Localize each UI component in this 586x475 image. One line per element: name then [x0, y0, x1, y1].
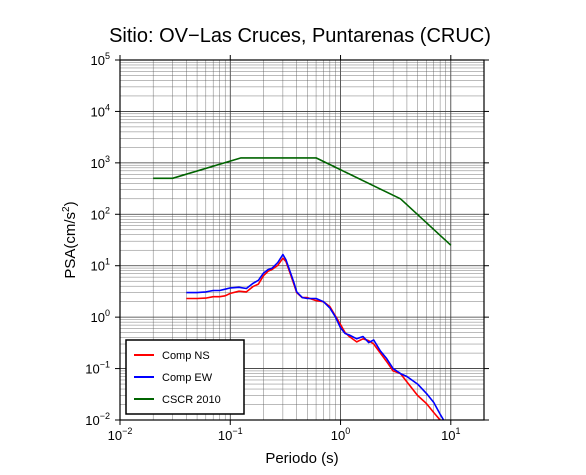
- y-axis-label-main: PSA(cm/s: [62, 212, 79, 279]
- legend: Comp NS Comp EW CSCR 2010: [125, 339, 245, 415]
- y-tick-label-exp: 1: [105, 257, 110, 267]
- series-line-comp-ew: [186, 253, 445, 420]
- y-tick-label: 10−2: [85, 411, 110, 428]
- y-axis-label-close: ): [62, 201, 79, 206]
- y-axis-label: PSA(cm/s2): [61, 201, 79, 278]
- y-tick-label: 101: [91, 257, 110, 274]
- y-tick-label-base: 10: [85, 362, 99, 377]
- y-tick-label-exp: 4: [105, 102, 110, 112]
- x-tick-label: 100: [331, 426, 350, 443]
- x-tick-label-base: 10: [441, 428, 455, 443]
- y-tick-label: 102: [91, 205, 110, 222]
- y-tick-label-base: 10: [91, 310, 105, 325]
- y-tick-label-exp: −1: [100, 360, 110, 370]
- series-line-cscr-2010: [153, 157, 452, 246]
- y-tick-label-exp: 2: [105, 205, 110, 215]
- legend-label-comp-ew: Comp EW: [162, 372, 213, 384]
- y-tick-label-base: 10: [91, 259, 105, 274]
- x-axis-label: Periodo (s): [265, 450, 338, 467]
- y-tick-label-exp: 5: [105, 51, 110, 61]
- x-tick-label: 10−1: [218, 426, 243, 443]
- y-tick-label-exp: 3: [105, 154, 110, 164]
- chart-title: Sitio: OV−Las Cruces, Puntarenas (CRUC): [109, 25, 491, 47]
- x-tick-label-exp: −2: [122, 426, 132, 436]
- y-tick-label: 10−1: [85, 360, 110, 377]
- y-tick-label-exp: 0: [105, 308, 110, 318]
- x-tick-label-exp: 0: [345, 426, 350, 436]
- x-tick-label-base: 10: [218, 428, 232, 443]
- x-tick-label: 10−2: [108, 426, 133, 443]
- legend-label-comp-ns: Comp NS: [162, 350, 210, 362]
- y-tick-label-base: 10: [91, 53, 105, 68]
- y-tick-label-base: 10: [85, 413, 99, 428]
- legend-label-cscr-2010: CSCR 2010: [162, 394, 221, 406]
- series-lines: [153, 157, 452, 420]
- x-tick-label: 101: [441, 426, 460, 443]
- x-tick-label-base: 10: [331, 428, 345, 443]
- y-tick-label: 103: [91, 154, 110, 171]
- x-tick-label-exp: −1: [232, 426, 242, 436]
- y-tick-label-exp: −2: [100, 411, 110, 421]
- plot-frame: [119, 59, 485, 421]
- y-tick-label-base: 10: [91, 104, 105, 119]
- y-axis-label-sup: 2: [61, 206, 72, 212]
- y-tick-label-base: 10: [91, 207, 105, 222]
- x-tick-label-exp: 1: [456, 426, 461, 436]
- grid: [119, 60, 485, 421]
- y-tick-label: 104: [91, 102, 110, 119]
- y-tick-label: 105: [91, 51, 110, 68]
- y-tick-label-base: 10: [91, 156, 105, 171]
- x-tick-label-base: 10: [108, 428, 122, 443]
- y-tick-label: 100: [91, 308, 110, 325]
